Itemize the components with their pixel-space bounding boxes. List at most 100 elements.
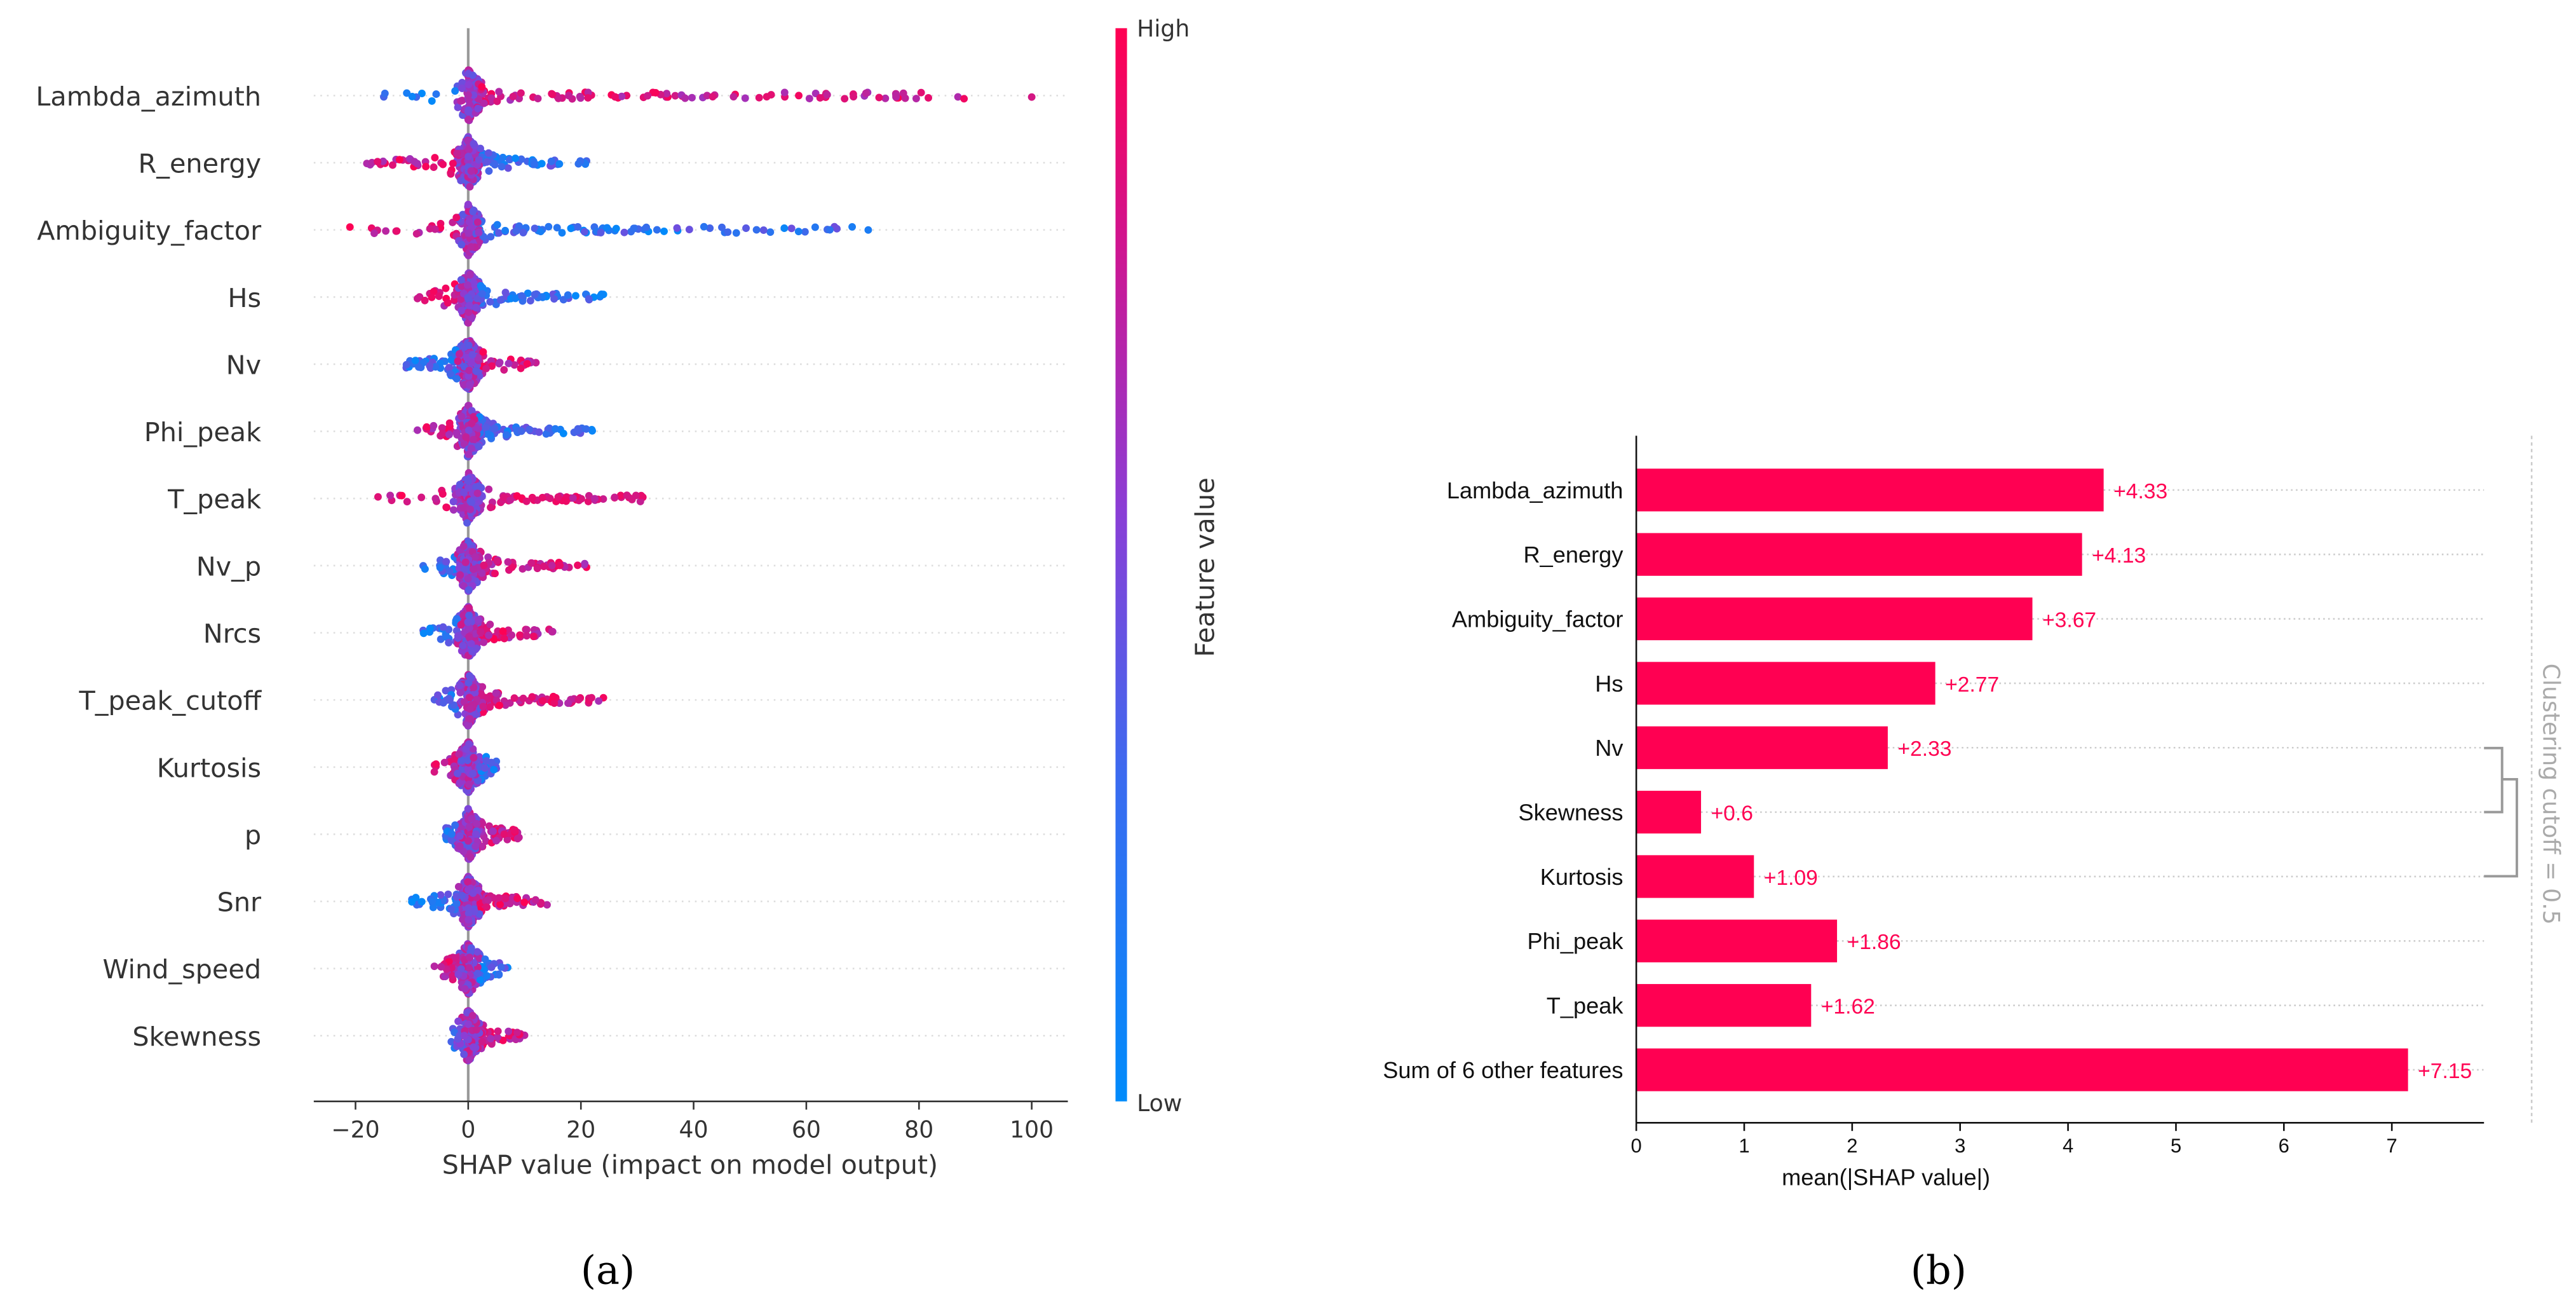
shap-point [464,484,473,492]
feature-points-Hs [414,269,607,327]
shap-point [466,714,474,723]
shap-point [445,567,454,575]
shap-point [620,228,628,236]
shap-point [558,229,566,237]
shap-point [470,908,478,916]
shap-point [432,90,440,98]
shap-point [438,424,446,432]
x-tick-label: 7 [2387,1135,2397,1157]
shap-point [445,639,453,647]
shap-point [451,821,459,829]
shap-point [482,757,491,765]
shap-point [481,955,489,963]
shap-point [452,954,459,962]
x-tick-label: 80 [904,1116,933,1144]
shap-point [536,228,545,236]
shap-point [464,805,472,813]
shap-point [528,494,536,502]
shap-point [531,224,539,233]
feature-label: T_peak [167,484,261,515]
shap-point [533,564,541,573]
shap-point [741,94,749,102]
shap-point [436,563,444,571]
shap-point [445,696,454,704]
shap-point [402,360,410,369]
shap-point [393,227,401,235]
shap-point [501,226,509,235]
shap-point [454,883,463,891]
shap-point [585,295,593,303]
feature-points-Nrcs [419,603,557,660]
shap-point [469,207,477,215]
bar [1636,984,1812,1027]
shap-point [493,1033,501,1041]
shap-point [576,94,585,102]
shap-point [780,224,789,232]
feature-label: Hs [227,283,261,313]
shap-point [483,972,491,980]
shap-point [423,423,431,431]
shap-point [437,962,445,971]
shap-point [491,161,499,169]
shap-point [485,631,493,639]
shap-point [455,350,463,358]
shap-point [485,485,493,493]
shap-point [513,894,522,903]
shap-point [444,890,452,898]
feature-points-Wind_speed [430,940,512,998]
shap-point [398,491,406,500]
shap-point [464,916,473,924]
feature-points-Lambda_azimuth [380,66,1036,125]
shap-point [473,218,482,226]
shap-point [517,89,525,97]
shap-point [500,493,508,502]
shap-point [489,827,497,835]
shap-point [623,491,631,500]
shap-point [464,909,473,917]
shap-point [464,477,472,485]
shap-point [457,97,465,105]
category-label: T_peak [1547,993,1624,1019]
shap-point [458,240,466,249]
shap-point [445,364,453,372]
shap-point [475,156,483,164]
shap-point [403,89,411,97]
shap-point [466,271,474,279]
shap-point [449,506,458,514]
shap-point [892,91,900,99]
shap-point [569,494,577,502]
shap-point [454,1017,463,1025]
shap-point [546,495,554,503]
shap-point [685,226,693,234]
shap-point [421,565,429,573]
beeswarm-plot: −20 0 20 40 60 80 100 Lambda_azimuth R_energy Am… [36,15,1220,1293]
shap-point [516,631,524,639]
shap-point [465,604,473,612]
clustering-bracket-outer [2484,777,2518,878]
feature-points-T_peak_cutoff [430,671,607,730]
shap-point [823,91,831,99]
shap-point [458,756,466,765]
value-label: +4.33 [2113,480,2167,503]
shap-point [574,561,581,570]
feature-label: Nv_p [196,551,261,582]
shap-point [467,444,475,453]
shap-point [708,93,717,101]
shap-point [442,633,450,641]
shap-point [501,894,510,903]
shap-point [464,294,472,302]
shap-point [538,493,546,502]
shap-point [475,238,484,246]
shap-point [374,158,382,166]
shap-point [477,976,484,984]
feature-label: Nv [226,350,261,380]
shap-point [475,954,484,962]
shap-point [538,160,546,168]
shap-point [550,699,559,707]
shap-point [442,687,450,695]
shap-point [374,493,382,501]
shap-point [636,498,644,505]
shap-point [584,498,592,505]
clustering-cutoff-label: Clustering cutoff = 0.5 [2537,664,2565,925]
shap-point [505,359,513,367]
